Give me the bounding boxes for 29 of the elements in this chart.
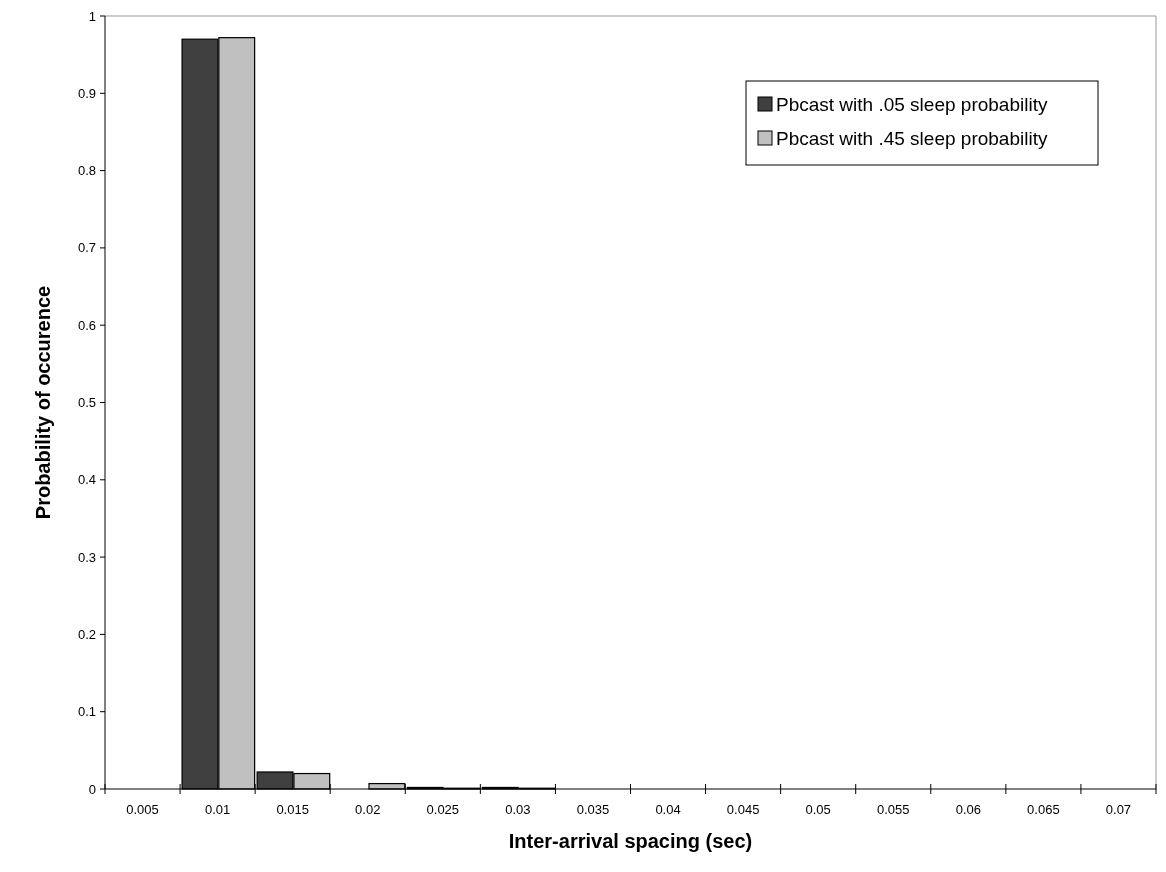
y-tick-label: 0.8 [77,163,96,179]
x-tick-label: 0.045 [726,802,760,817]
y-tick-label: 0.9 [77,85,96,101]
y-tick-label: 0.2 [77,626,96,642]
x-tick-label: 0.065 [1027,802,1060,817]
y-tick-label: 1 [88,8,96,24]
x-tick-label: 0.035 [576,802,610,817]
x-tick-label: 0.06 [955,802,981,817]
y-tick-label: 0.7 [77,240,96,256]
x-tick-label: 0.04 [655,802,681,817]
y-axis-title: Probability of occurence [32,285,54,520]
x-axis-title: Inter-arrival spacing (sec) [508,830,753,852]
legend-label: Pbcast with .45 sleep probability [776,127,1048,149]
x-tick-label: 0.005 [126,802,159,817]
y-tick-label: 0 [88,781,96,797]
y-tick-label: 0.4 [77,472,96,488]
x-tick-label: 0.03 [505,802,531,817]
x-tick-label: 0.055 [876,802,910,817]
y-tick-label: 0.6 [77,317,96,333]
x-tick-label: 0.02 [355,802,381,817]
legend-label: Pbcast with .05 sleep probability [776,93,1048,115]
x-tick-label: 0.01 [204,802,231,817]
y-tick-label: 0.3 [77,549,96,565]
x-tick-label: 0.07 [1105,802,1132,817]
y-tick-label: 0.5 [77,395,96,411]
x-tick-label: 0.025 [426,802,460,817]
y-tick-label: 0.1 [77,704,96,720]
x-tick-label: 0.05 [805,802,831,817]
x-tick-label: 0.015 [276,802,309,817]
